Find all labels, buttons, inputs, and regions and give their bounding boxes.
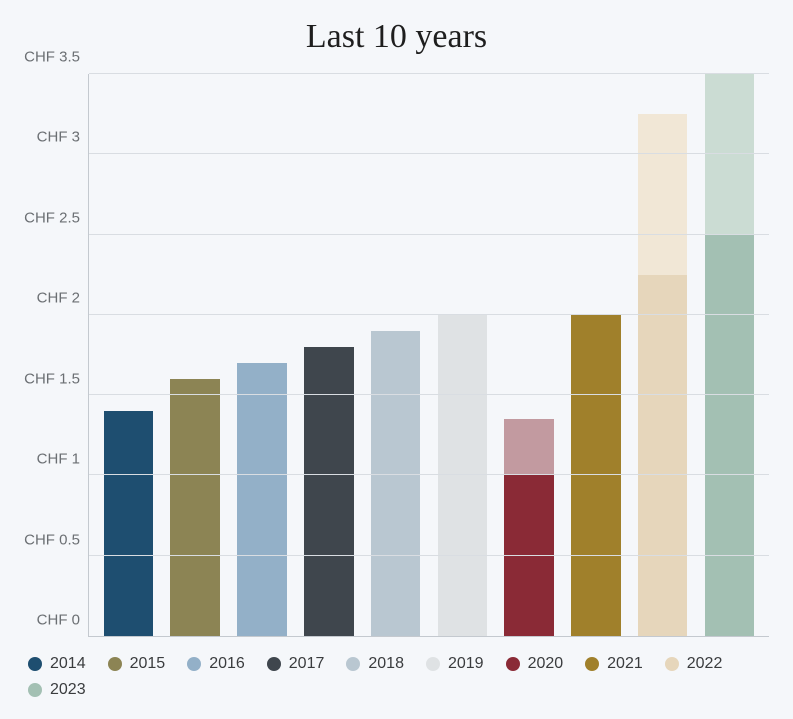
bar-slot	[563, 74, 630, 636]
bar-segment	[638, 275, 687, 636]
legend-label: 2023	[50, 681, 86, 699]
bar-slot	[496, 74, 563, 636]
chart-area: CHF 0 CHF 0.5 CHF 1 CHF 1.5 CHF 2 CHF 2.5 CHF …	[24, 74, 769, 637]
bar-2014	[104, 411, 153, 636]
gridline	[89, 153, 769, 154]
legend-label: 2018	[368, 655, 404, 673]
bar-2015	[170, 379, 219, 636]
bar-slot	[696, 74, 763, 636]
y-tick-label: CHF 2.5	[24, 209, 80, 226]
y-tick-label: CHF 1	[37, 451, 80, 468]
legend-item-2017: 2017	[267, 655, 325, 673]
chart-container: Last 10 years CHF 0CHF 0.5CHF 1CHF 1.5CH…	[0, 0, 793, 719]
bar-slot	[629, 74, 696, 636]
y-tick-label: CHF 0	[37, 612, 80, 629]
legend-swatch-icon	[585, 657, 599, 671]
bar-slot	[95, 74, 162, 636]
bar-slot	[229, 74, 296, 636]
bar-2020	[504, 419, 553, 636]
bar-slot	[362, 74, 429, 636]
legend-item-2023: 2023	[28, 681, 86, 699]
legend-swatch-icon	[665, 657, 679, 671]
legend-swatch-icon	[108, 657, 122, 671]
gridline	[89, 234, 769, 235]
bar-segment	[638, 114, 687, 275]
gridline	[89, 555, 769, 556]
gridline	[89, 314, 769, 315]
bars-group	[89, 74, 769, 636]
bar-segment	[504, 419, 553, 475]
legend-label: 2021	[607, 655, 643, 673]
y-tick-label: CHF 0.5	[24, 531, 80, 548]
bar-slot	[429, 74, 496, 636]
legend-label: 2022	[687, 655, 723, 673]
bar-2016	[237, 363, 286, 636]
legend-label: 2017	[289, 655, 325, 673]
legend-label: 2020	[528, 655, 564, 673]
gridline	[89, 73, 769, 74]
gridline	[89, 394, 769, 395]
y-tick-label: CHF 3.5	[24, 49, 80, 66]
bar-segment	[170, 379, 219, 636]
bar-segment	[371, 331, 420, 636]
legend-label: 2015	[130, 655, 166, 673]
legend-item-2021: 2021	[585, 655, 643, 673]
legend-item-2019: 2019	[426, 655, 484, 673]
legend-swatch-icon	[28, 657, 42, 671]
legend-swatch-icon	[187, 657, 201, 671]
chart-title: Last 10 years	[24, 18, 769, 56]
y-tick-label: CHF 1.5	[24, 370, 80, 387]
bar-2022	[638, 114, 687, 636]
legend-label: 2016	[209, 655, 245, 673]
legend-swatch-icon	[506, 657, 520, 671]
legend-item-2016: 2016	[187, 655, 245, 673]
gridline	[89, 474, 769, 475]
legend-item-2022: 2022	[665, 655, 723, 673]
legend-swatch-icon	[267, 657, 281, 671]
bar-segment	[304, 347, 353, 636]
bar-segment	[705, 74, 754, 235]
legend-item-2014: 2014	[28, 655, 86, 673]
bar-segment	[104, 411, 153, 636]
legend-swatch-icon	[28, 683, 42, 697]
legend-item-2018: 2018	[346, 655, 404, 673]
y-axis: CHF 0 CHF 0.5 CHF 1 CHF 1.5 CHF 2 CHF 2.5 CHF …	[24, 74, 88, 637]
bar-slot	[162, 74, 229, 636]
legend-item-2015: 2015	[108, 655, 166, 673]
y-tick-label: CHF 2	[37, 290, 80, 307]
legend-item-2020: 2020	[506, 655, 564, 673]
legend-swatch-icon	[346, 657, 360, 671]
plot-area	[88, 74, 769, 637]
bar-slot	[295, 74, 362, 636]
bar-segment	[504, 475, 553, 636]
bar-2018	[371, 331, 420, 636]
legend-label: 2019	[448, 655, 484, 673]
legend: 2014 2015 2016 2017 2018 2019 2020 2021 2022 2023	[24, 655, 769, 699]
legend-swatch-icon	[426, 657, 440, 671]
bar-segment	[705, 235, 754, 636]
y-tick-label: CHF 3	[37, 129, 80, 146]
bar-2023	[705, 74, 754, 636]
legend-label: 2014	[50, 655, 86, 673]
bar-2017	[304, 347, 353, 636]
bar-segment	[237, 363, 286, 636]
